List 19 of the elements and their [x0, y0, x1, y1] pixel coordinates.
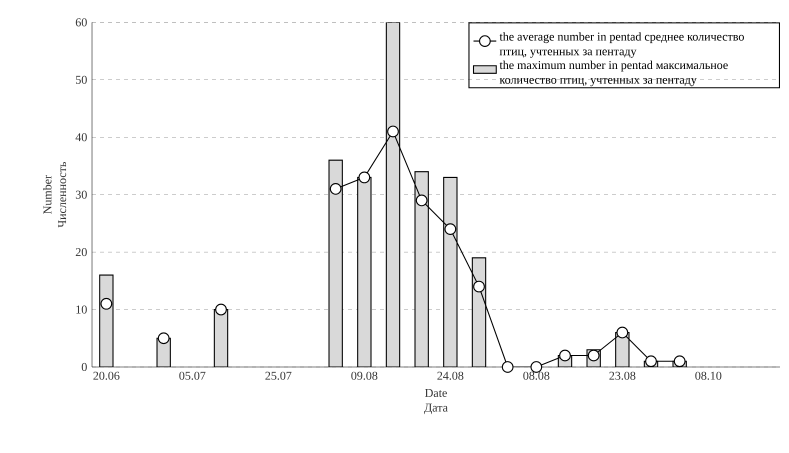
x-tick-label: 24.08 [437, 372, 464, 380]
y-tick-label: 20 [76, 248, 87, 256]
legend-label: the average number in pentad среднее количество птиц, учтенных за пентаду [500, 32, 744, 58]
x-tick-label: 25.07 [265, 372, 292, 380]
x-tick-label: 05.07 [179, 372, 206, 380]
x-tick-label: 08.08 [523, 372, 550, 380]
y-tick-label: 50 [76, 76, 87, 84]
x-tick-label: 20.06 [93, 372, 120, 380]
y-tick-label: 40 [76, 133, 87, 142]
x-tick-label: 23.08 [609, 372, 636, 380]
y-tick-label: 0 [82, 362, 87, 372]
y-tick-label: 60 [76, 18, 87, 26]
y-axis-title: Number Численность [43, 162, 66, 228]
y-tick-label: 10 [76, 305, 87, 314]
x-tick-label: 09.08 [351, 372, 378, 380]
x-axis-title: Date Дата [424, 388, 448, 414]
x-tick-label: 08.10 [695, 372, 722, 380]
y-tick-label: 30 [76, 190, 87, 199]
legend-label: the maximum number in pentad максимальное количество птиц, учтенных за пентаду [500, 60, 728, 86]
